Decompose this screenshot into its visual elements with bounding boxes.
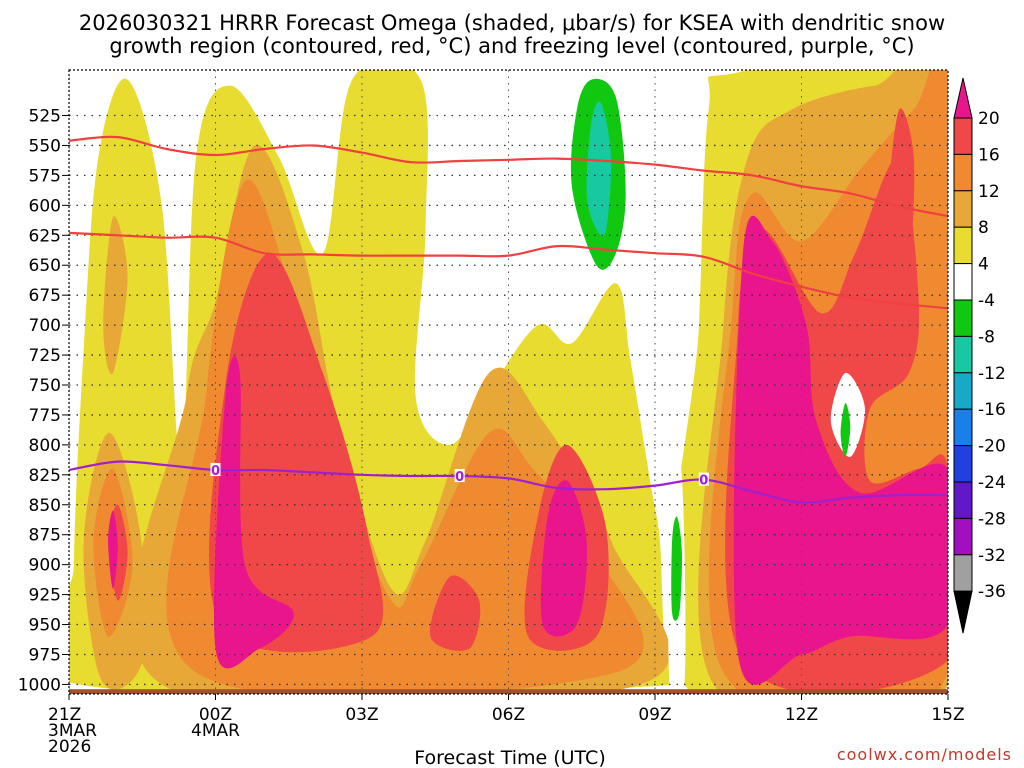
y-tick-label: 825 (29, 466, 61, 486)
y-tick-label: 925 (29, 586, 61, 606)
colorbar-top-arrow (953, 77, 973, 119)
y-tick-label: 725 (29, 346, 61, 366)
contour-label-bg (698, 472, 709, 486)
colorbar-label: -16 (978, 400, 1006, 420)
y-tick-label: 975 (29, 645, 61, 665)
y-tick-label: 675 (29, 286, 61, 306)
dgz-lower-contour (69, 231, 948, 310)
colorbar-bin (953, 372, 973, 410)
y-tick-label: 700 (29, 316, 61, 336)
colorbar-bottom-arrow (953, 590, 973, 634)
colorbar-label: -32 (978, 546, 1006, 566)
omega-region-r24 (671, 516, 682, 621)
colorbar-label: -28 (978, 509, 1006, 529)
dgz-upper-contour (69, 135, 948, 218)
x-axis-label: Forecast Time (UTC) (414, 747, 605, 768)
colorbar-bin (953, 481, 973, 519)
colorbar-label: -4 (978, 291, 995, 311)
omega-region-r18 (733, 215, 948, 685)
colorbar-label: 8 (978, 218, 989, 238)
credit-text: coolwx.com/models (837, 745, 1012, 764)
colorbar-label: 20 (978, 109, 1000, 129)
colorbar-bin (953, 445, 973, 483)
y-tick-label: 750 (29, 376, 61, 396)
freezing-level-label: 0 (455, 470, 464, 485)
y-tick-label: 875 (29, 526, 61, 546)
colorbar-bin (953, 335, 973, 374)
colorbar-bin (953, 190, 973, 228)
y-tick-label: 800 (29, 436, 61, 456)
colorbar-label: -20 (978, 437, 1006, 457)
colorbar-bin (953, 554, 973, 592)
omega-region-r25 (840, 402, 851, 457)
y-tick-label: 525 (29, 107, 61, 127)
y-tick-label: 575 (29, 166, 61, 186)
colorbar-bin (953, 226, 973, 265)
chart-title-line2: growth region (contoured, red, °C) and f… (109, 34, 914, 58)
x-tick-label: 03Z (345, 705, 378, 725)
colorbar-label: -36 (978, 582, 1006, 602)
colorbar-label: -24 (978, 473, 1006, 493)
x-tick-label: 00Z (199, 705, 232, 725)
colorbar-bin (953, 117, 973, 155)
x-tick-label: 4MAR (191, 721, 240, 741)
colorbar: 20 16 12 8 4 -4 -8 -12 -16 -20 -24 -28 -32 -36 (953, 77, 1006, 634)
terrain-surface (69, 689, 948, 694)
x-tick-label: 21Z (48, 705, 81, 725)
omega-region-r15 (108, 510, 118, 589)
chart-title-line1: 2026030321 HRRR Forecast Omega (shaded, … (79, 11, 945, 35)
plot-area: 0 0 0 (69, 70, 948, 694)
colorbar-label: 16 (978, 145, 1000, 165)
y-tick-label: 625 (29, 226, 61, 246)
x-tick-label: 15Z (931, 705, 964, 725)
freezing-level-label: 0 (699, 474, 708, 489)
y-tick-label: 950 (29, 616, 61, 636)
freezing-level-label: 0 (211, 464, 220, 479)
omega-region-r11 (208, 253, 384, 653)
colorbar-bin (953, 299, 973, 337)
y-tick-label: 850 (29, 496, 61, 516)
x-tick-label: 2026 (48, 737, 91, 757)
y-tick-label: 900 (29, 556, 61, 576)
colorbar-bin (953, 517, 973, 556)
y-tick-label: 550 (29, 136, 61, 156)
x-tick-label: 3MAR (48, 721, 97, 741)
omega-region-r19 (889, 108, 915, 255)
x-tick-label: 09Z (638, 705, 671, 725)
colorbar-label: 12 (978, 182, 1000, 202)
contour-label-bg (454, 469, 465, 483)
omega-region-r16 (213, 356, 294, 669)
y-tick-label: 775 (29, 406, 61, 426)
x-tick-label: 06Z (492, 705, 525, 725)
colorbar-bin (953, 408, 973, 447)
colorbar-bin (953, 153, 973, 192)
colorbar-label: 4 (978, 255, 989, 275)
contour-label-bg (210, 463, 221, 477)
colorbar-label: -12 (978, 364, 1006, 384)
colorbar-label: -8 (978, 327, 995, 347)
omega-region-r23 (586, 101, 612, 237)
plot-frame (68, 69, 949, 695)
x-tick-label: 12Z (785, 705, 818, 725)
omega-region-r17 (540, 480, 587, 637)
y-tick-label: 650 (29, 256, 61, 276)
colorbar-bin (953, 263, 973, 301)
y-tick-label: 600 (29, 196, 61, 216)
y-tick-label: 1000 (18, 675, 61, 695)
